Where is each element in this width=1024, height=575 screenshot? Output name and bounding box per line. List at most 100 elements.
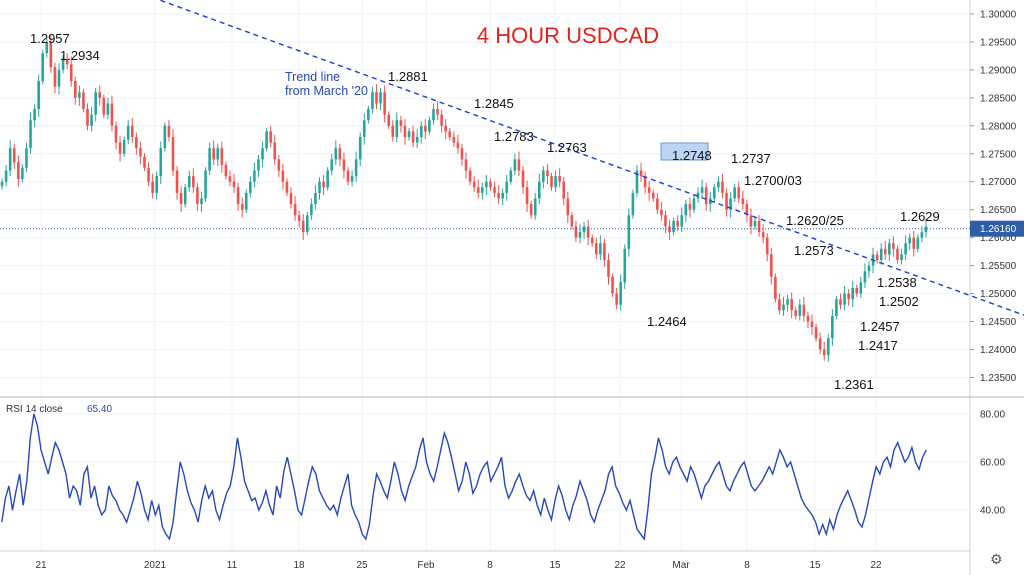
time-tick-label: 21 xyxy=(35,560,47,571)
candle-body xyxy=(114,125,118,143)
candle-body xyxy=(916,237,920,249)
candle-body xyxy=(778,299,781,311)
candle-body xyxy=(603,243,606,261)
candle-body xyxy=(692,198,696,210)
candle-body xyxy=(228,176,232,182)
candle-body xyxy=(729,198,732,210)
time-tick-label: 25 xyxy=(356,560,368,571)
candle-body xyxy=(151,181,154,193)
gear-icon[interactable]: ⚙ xyxy=(990,552,1003,568)
trend-line xyxy=(157,0,1024,316)
rsi-tick-label: 60.00 xyxy=(980,457,1005,468)
candle-body xyxy=(12,148,16,163)
candle-body xyxy=(843,293,846,305)
candle-body xyxy=(611,276,614,294)
candle-body xyxy=(586,226,590,238)
chart-title: 4 HOUR USDCAD xyxy=(477,23,659,48)
candle-body xyxy=(749,215,753,227)
candle-body xyxy=(29,120,32,149)
rsi-value: 65.40 xyxy=(87,404,112,415)
candle-body xyxy=(505,181,509,193)
candle-body xyxy=(476,187,480,193)
candle-body xyxy=(859,282,863,294)
candle-body xyxy=(647,187,651,193)
price-tick-label: 1.26500 xyxy=(980,205,1017,216)
candle-body xyxy=(883,248,887,255)
candle-body xyxy=(672,220,675,233)
candle-body xyxy=(542,170,545,182)
candle-body xyxy=(135,136,138,149)
time-tick-label: 22 xyxy=(614,560,626,571)
candle-body xyxy=(196,187,199,205)
price-tick-label: 1.30000 xyxy=(980,9,1017,20)
candle-body xyxy=(281,170,285,182)
candle-body xyxy=(25,148,28,168)
candle-body xyxy=(269,131,272,143)
candle-body xyxy=(86,109,89,126)
candle-body xyxy=(285,181,289,193)
candle-body xyxy=(305,215,309,233)
candle-body xyxy=(175,170,179,193)
candle-body xyxy=(78,92,81,98)
candle-body xyxy=(704,187,708,205)
candle-body xyxy=(224,164,228,177)
price-tick-label: 1.26000 xyxy=(980,233,1017,244)
candle-body xyxy=(297,215,301,221)
price-tick-label: 1.23500 xyxy=(980,373,1017,384)
candle-body xyxy=(753,220,757,227)
candle-body xyxy=(639,170,643,177)
candle-body xyxy=(794,310,798,316)
candle-body xyxy=(61,58,65,70)
candle-body xyxy=(847,293,850,300)
candle-body xyxy=(578,232,582,238)
candle-body xyxy=(896,248,899,261)
candle-body xyxy=(240,204,244,210)
candle-body xyxy=(582,226,586,233)
highlight-box xyxy=(660,142,709,161)
candle-body xyxy=(810,321,814,328)
candle-body xyxy=(761,232,765,238)
candle-body xyxy=(73,81,77,98)
candle-body xyxy=(440,114,443,126)
rsi-tick-label: 80.00 xyxy=(980,409,1005,420)
candle-body xyxy=(594,243,598,255)
current-price-tag xyxy=(970,220,1024,237)
price-annotation: 1.2881 xyxy=(388,69,428,84)
candle-body xyxy=(513,159,517,171)
candle-body xyxy=(212,148,215,160)
candle-body xyxy=(814,327,818,339)
candle-body xyxy=(110,103,114,126)
candle-body xyxy=(623,248,627,283)
candle-body xyxy=(733,187,736,199)
candle-body xyxy=(676,220,679,227)
candle-body xyxy=(688,204,692,210)
candle-body xyxy=(798,304,802,316)
price-tick-label: 1.25500 xyxy=(980,261,1017,272)
candle-body xyxy=(879,248,883,261)
candle-body xyxy=(924,226,928,233)
price-annotation: 1.2763 xyxy=(547,140,587,155)
candle-body xyxy=(395,120,399,137)
candle-body xyxy=(273,142,277,160)
price-tick-label: 1.28500 xyxy=(980,93,1017,104)
candle-body xyxy=(387,114,391,126)
candle-body xyxy=(590,237,594,244)
candle-body xyxy=(338,148,342,160)
candle-body xyxy=(330,159,334,171)
candle-body xyxy=(143,156,146,168)
candle-body xyxy=(448,131,452,137)
candle-body xyxy=(485,181,488,188)
candle-body xyxy=(289,192,293,205)
candle-body xyxy=(371,92,374,110)
candle-body xyxy=(737,187,741,199)
candle-body xyxy=(277,159,281,171)
candle-body xyxy=(8,148,12,171)
candle-body xyxy=(53,67,57,87)
candle-body xyxy=(367,109,370,121)
candle-body xyxy=(428,120,431,132)
candle-body xyxy=(489,181,492,188)
candle-body xyxy=(863,271,867,283)
candle-body xyxy=(818,338,822,350)
candle-body xyxy=(187,176,191,188)
candle-body xyxy=(4,170,8,182)
